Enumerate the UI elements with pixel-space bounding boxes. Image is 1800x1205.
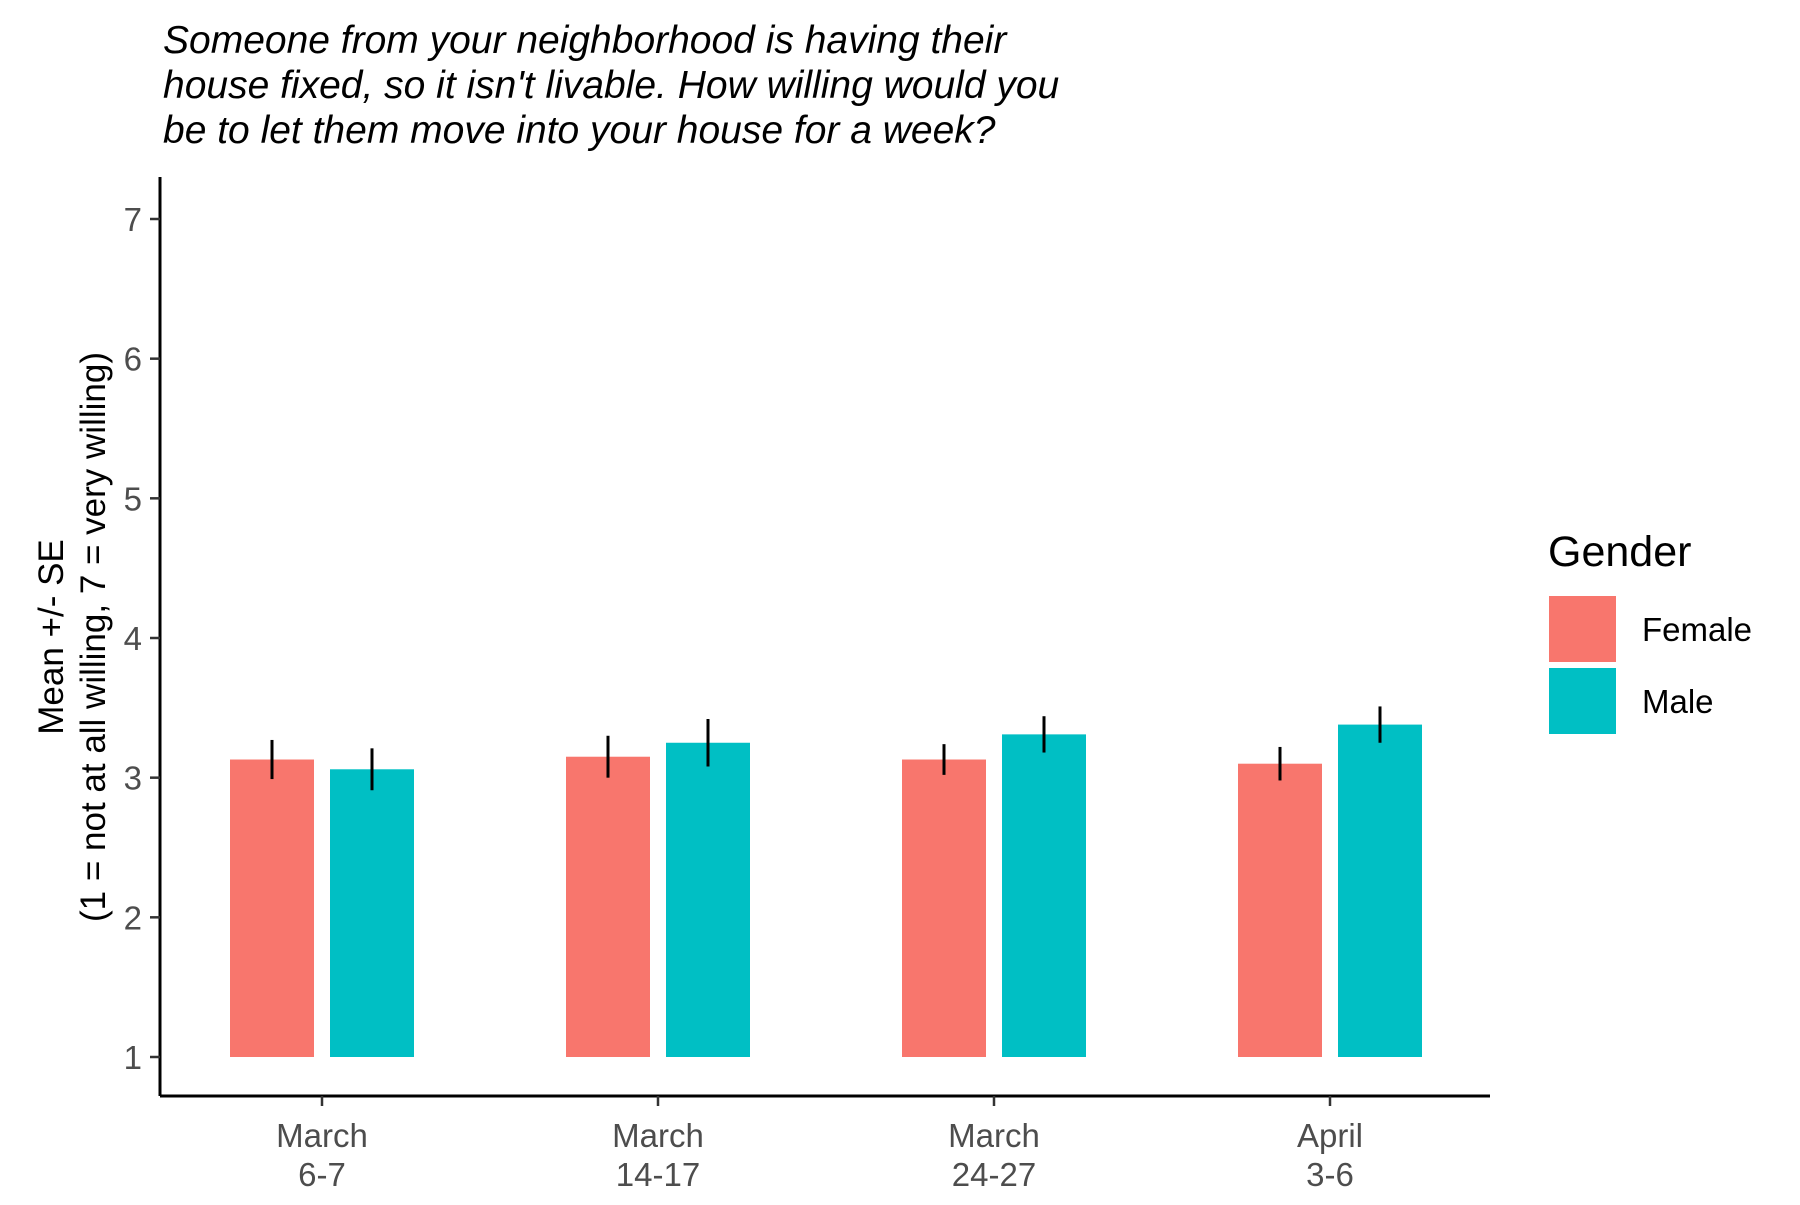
legend-key-female xyxy=(1549,596,1616,662)
y-axis-title-line: Mean +/- SE xyxy=(32,539,71,735)
bar-male-3 xyxy=(1338,724,1422,1057)
x-tick-label: March xyxy=(276,1117,368,1154)
y-tick-label: 5 xyxy=(124,480,142,517)
x-tick-label: March xyxy=(612,1117,704,1154)
title-line: Someone from your neighborhood is having… xyxy=(163,19,1008,62)
y-tick-label: 2 xyxy=(124,899,142,936)
x-tick-label: March xyxy=(948,1117,1040,1154)
x-tick-label: 6-7 xyxy=(298,1156,346,1193)
y-tick-label: 6 xyxy=(124,341,142,378)
legend-title: Gender xyxy=(1548,528,1691,576)
bar-male-1 xyxy=(666,742,750,1057)
title-line: house fixed, so it isn't livable. How wi… xyxy=(163,64,1059,107)
y-tick-label: 7 xyxy=(124,201,142,238)
y-axis-title-line: (1 = not at all willing, 7 = very willin… xyxy=(74,352,113,922)
x-tick-label: April xyxy=(1297,1117,1363,1154)
y-axis: 1 2 3 4 5 6 7 xyxy=(124,177,162,1096)
y-tick-label: 3 xyxy=(124,760,142,797)
plot-area xyxy=(230,706,1422,1057)
y-tick-label: 4 xyxy=(124,620,142,657)
y-axis-title-text: Mean +/- SE(1 = not at all willing, 7 = … xyxy=(32,352,113,922)
bar-male-0 xyxy=(330,769,414,1057)
bar-female-0 xyxy=(230,759,314,1057)
legend: Gender Female Male xyxy=(1548,528,1752,734)
legend-label-female: Female xyxy=(1642,611,1752,648)
bar-female-1 xyxy=(566,756,650,1057)
x-tick-label: 14-17 xyxy=(616,1156,700,1193)
y-tick-label: 1 xyxy=(124,1039,142,1076)
x-tick-label: 24-27 xyxy=(952,1156,1036,1193)
y-axis-title: Mean +/- SE(1 = not at all willing, 7 = … xyxy=(32,352,113,922)
legend-key-male xyxy=(1549,668,1616,734)
legend-label-male: Male xyxy=(1642,683,1714,720)
x-tick-label: 3-6 xyxy=(1306,1156,1354,1193)
bar-male-2 xyxy=(1002,734,1086,1057)
bar-female-2 xyxy=(902,759,986,1057)
bar-female-3 xyxy=(1238,763,1322,1057)
title-line: be to let them move into your house for … xyxy=(163,109,996,152)
chart-title: Someone from your neighborhood is having… xyxy=(163,19,1059,152)
